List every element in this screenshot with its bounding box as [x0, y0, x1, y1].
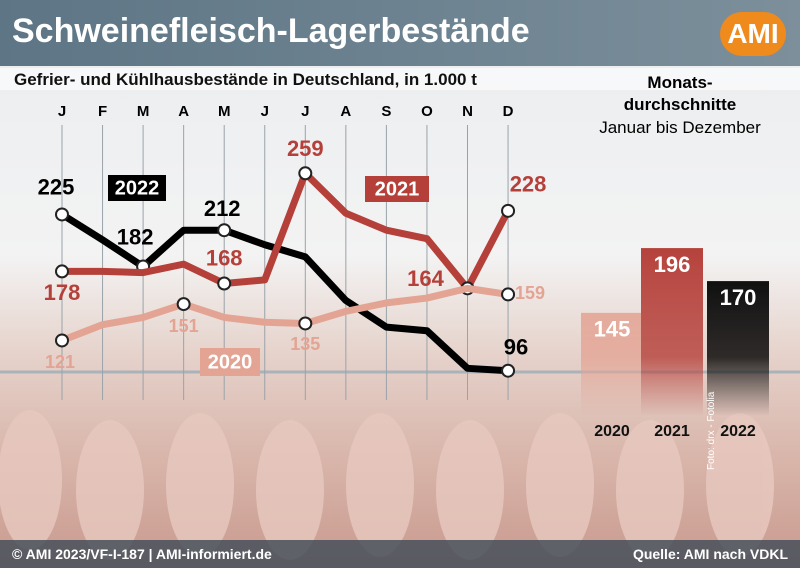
value-label: 259 [287, 136, 324, 161]
bar-title: Monats- durchschnitte [623, 73, 737, 114]
value-label: 225 [38, 174, 75, 199]
value-label: 151 [169, 316, 199, 336]
legend-label: 2021 [375, 178, 420, 200]
x-tick-label: 2020 [594, 423, 630, 440]
x-tick-label: A [178, 103, 189, 120]
x-tick-label: D [503, 103, 514, 120]
legend-label: 2022 [115, 177, 160, 199]
x-tick-label: M [137, 103, 150, 120]
value-label: 170 [720, 285, 757, 310]
point [217, 276, 232, 291]
x-tick-label: 2021 [654, 423, 690, 440]
value-label: 196 [654, 252, 691, 277]
point [298, 316, 313, 331]
value-label: 145 [594, 317, 631, 342]
value-label: 178 [44, 280, 81, 305]
value-label: 182 [117, 224, 154, 249]
point [298, 166, 313, 181]
series-line [60, 284, 509, 344]
value-label: 96 [504, 335, 528, 360]
point [501, 287, 516, 302]
footer-bar [0, 540, 800, 568]
value-label: 135 [290, 334, 320, 354]
x-tick-label: A [340, 103, 351, 120]
x-tick-label: M [218, 103, 231, 120]
bar-subtitle: Januar bis Dezember [599, 118, 761, 137]
legend-box [108, 175, 166, 201]
bar [641, 248, 703, 497]
series-line [60, 211, 509, 375]
point [55, 264, 69, 279]
bar [581, 312, 643, 497]
value-label: 121 [45, 352, 75, 372]
value-label: 164 [407, 266, 444, 291]
point [501, 363, 516, 378]
photo-credit: Foto: drx - Fotolia [706, 391, 717, 470]
point [501, 203, 516, 218]
carcasses [0, 410, 774, 560]
x-tick-label: J [261, 103, 269, 120]
logo: AMI [720, 12, 786, 56]
series-line [62, 169, 512, 292]
header-bar [0, 0, 800, 66]
copyright: © AMI 2023/VF-I-187 | AMI-informiert.de [12, 546, 272, 562]
x-tick-label: 2022 [720, 423, 756, 440]
value-label: 228 [510, 172, 547, 197]
subtitle-band [0, 68, 800, 90]
bar [707, 281, 769, 497]
x-tick-label: S [381, 103, 391, 120]
x-tick-label: J [301, 103, 309, 120]
chart-subtitle: Gefrier- und Kühlhausbestände in Deutsch… [14, 70, 477, 89]
point [217, 223, 232, 238]
legend-box [200, 348, 260, 376]
point [176, 297, 191, 312]
legend-label: 2020 [208, 351, 253, 373]
legend-box [365, 176, 429, 202]
value-label: 212 [204, 196, 241, 221]
point [55, 333, 69, 348]
value-label: 159 [515, 283, 545, 303]
title: Schweinefleisch-Lagerbestände [12, 12, 530, 50]
point [55, 207, 69, 222]
x-tick-label: N [462, 103, 473, 120]
source: Quelle: AMI nach VDKL [632, 546, 788, 562]
bars [581, 248, 769, 497]
value-label: 168 [206, 245, 243, 270]
x-tick-label: O [421, 103, 433, 120]
x-tick-label: J [58, 103, 66, 120]
x-tick-label: F [98, 103, 107, 120]
